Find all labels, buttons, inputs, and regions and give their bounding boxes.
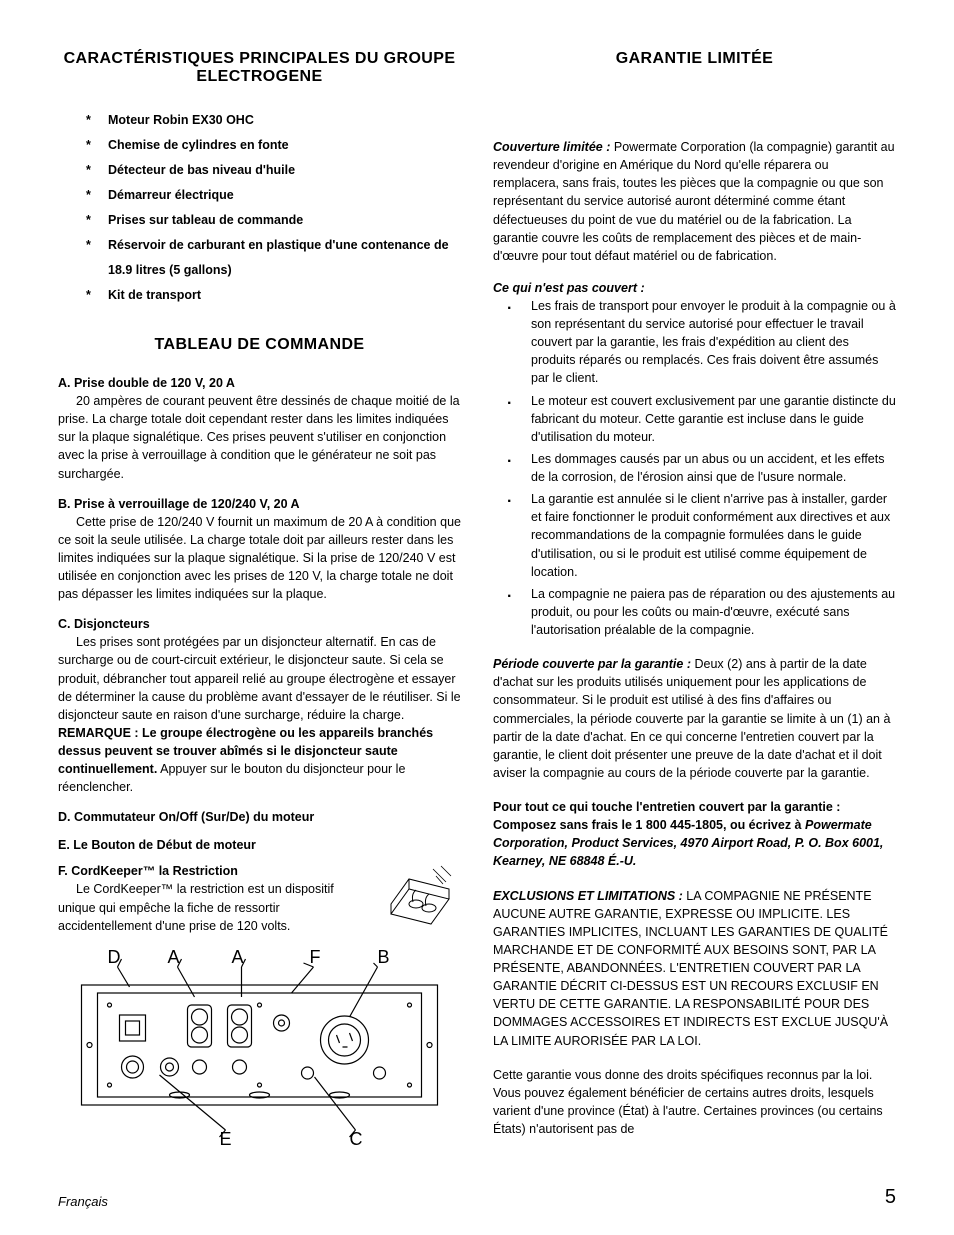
feature-item: Chemise de cylindres en fonte <box>86 133 461 158</box>
rights-paragraph: Cette garantie vous donne des droits spé… <box>493 1066 896 1139</box>
item-d-head: D. Commutateur On/Off (Sur/De) du moteur <box>58 810 461 824</box>
cordkeeper-illustration <box>371 854 461 934</box>
diagram-label-a1: A <box>168 947 180 967</box>
coverage-paragraph: Couverture limitée : Powermate Corporati… <box>493 138 896 265</box>
page-footer: Français 5 <box>58 1186 896 1209</box>
not-covered-head: Ce qui n'est pas couvert : <box>493 281 896 295</box>
not-covered-item: La garantie est annulée si le client n'a… <box>493 490 896 581</box>
document-page: CARACTÉRISTIQUES PRINCIPALES DU GROUPE E… <box>0 0 954 1235</box>
item-f-body: Le CordKeeper™ la restriction est un dis… <box>58 880 361 934</box>
feature-item: Réservoir de carburant en plastique d'un… <box>86 233 461 283</box>
not-covered-list: Les frais de transport pour envoyer le p… <box>493 297 896 639</box>
left-column: CARACTÉRISTIQUES PRINCIPALES DU GROUPE E… <box>58 50 461 1160</box>
period-body: Deux (2) ans à partir de la date d'achat… <box>493 657 890 780</box>
exclusions-paragraph: EXCLUSIONS ET LIMITATIONS : LA COMPAGNIE… <box>493 887 896 1050</box>
feature-item: Kit de transport <box>86 283 461 308</box>
diagram-label-c: C <box>350 1129 363 1149</box>
coverage-body: Powermate Corporation (la compagnie) gar… <box>493 140 895 263</box>
feature-item: Détecteur de bas niveau d'huile <box>86 158 461 183</box>
not-covered-item: Les dommages causés par un abus ou un ac… <box>493 450 896 486</box>
coverage-lead: Couverture limitée : <box>493 140 610 154</box>
control-panel-heading: TABLEAU DE COMMANDE <box>58 336 461 354</box>
period-lead: Période couverte par la garantie : <box>493 657 691 671</box>
item-b-head: B. Prise à verrouillage de 120/240 V, 20… <box>58 497 461 511</box>
not-covered-item: La compagnie ne paiera pas de réparation… <box>493 585 896 639</box>
exclusions-lead: EXCLUSIONS ET LIMITATIONS : <box>493 889 683 903</box>
service-line1: Pour tout ce qui touche l'entretien couv… <box>493 800 840 832</box>
item-c-head: C. Disjoncteurs <box>58 617 461 631</box>
two-column-layout: CARACTÉRISTIQUES PRINCIPALES DU GROUPE E… <box>58 50 896 1160</box>
features-heading: CARACTÉRISTIQUES PRINCIPALES DU GROUPE E… <box>58 50 461 86</box>
period-paragraph: Période couverte par la garantie : Deux … <box>493 655 896 782</box>
exclusions-body: LA COMPAGNIE NE PRÉSENTE AUCUNE AUTRE GA… <box>493 889 888 1048</box>
footer-page-number: 5 <box>885 1186 896 1209</box>
item-c-body-text: Les prises sont protégées par un disjonc… <box>58 635 461 722</box>
item-b-body: Cette prise de 120/240 V fournit un maxi… <box>58 513 461 604</box>
diagram-label-b: B <box>378 947 390 967</box>
diagram-label-e: E <box>220 1129 232 1149</box>
item-f-block: F. CordKeeper™ la Restriction Le CordKee… <box>58 854 461 934</box>
warranty-heading: GARANTIE LIMITÉE <box>493 50 896 68</box>
item-e-head: E. Le Bouton de Début de moteur <box>58 838 461 852</box>
feature-item: Prises sur tableau de commande <box>86 208 461 233</box>
item-a-head: A. Prise double de 120 V, 20 A <box>58 376 461 390</box>
item-c-body: Les prises sont protégées par un disjonc… <box>58 633 461 796</box>
item-a-body: 20 ampères de courant peuvent être dessi… <box>58 392 461 483</box>
feature-item: Démarreur électrique <box>86 183 461 208</box>
not-covered-item: Le moteur est couvert exclusivement par … <box>493 392 896 446</box>
service-contact-paragraph: Pour tout ce qui touche l'entretien couv… <box>493 798 896 871</box>
not-covered-item: Les frais de transport pour envoyer le p… <box>493 297 896 388</box>
right-column: GARANTIE LIMITÉE Couverture limitée : Po… <box>493 50 896 1160</box>
footer-language: Français <box>58 1194 108 1209</box>
features-list: Moteur Robin EX30 OHC Chemise de cylindr… <box>58 108 461 308</box>
diagram-label-a2: A <box>232 947 244 967</box>
control-panel-diagram: D A A F B <box>58 945 461 1155</box>
feature-item: Moteur Robin EX30 OHC <box>86 108 461 133</box>
item-f-head: F. CordKeeper™ la Restriction <box>58 864 361 878</box>
diagram-label-f: F <box>310 947 321 967</box>
